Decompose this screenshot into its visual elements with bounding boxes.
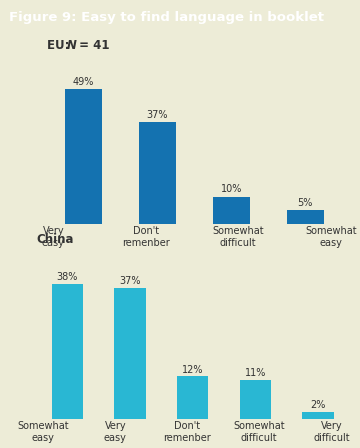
Text: Don't
remenber: Don't remenber xyxy=(122,226,170,248)
Text: 37%: 37% xyxy=(119,276,141,286)
Bar xyxy=(177,376,208,419)
Text: Somewhat
difficult: Somewhat difficult xyxy=(234,421,285,443)
Text: Don't
remenber: Don't remenber xyxy=(163,421,211,443)
Text: EU:: EU: xyxy=(47,39,73,52)
Text: Somewhat
easy: Somewhat easy xyxy=(305,226,357,248)
Bar xyxy=(139,122,176,224)
Text: 49%: 49% xyxy=(73,77,94,87)
Text: Somewhat
easy: Somewhat easy xyxy=(17,421,69,443)
Text: 37%: 37% xyxy=(147,110,168,120)
Bar xyxy=(52,284,83,419)
Text: Somewhat
difficult: Somewhat difficult xyxy=(212,226,264,248)
Text: Very
easy: Very easy xyxy=(104,421,127,443)
Text: 2%: 2% xyxy=(310,400,325,410)
Text: Very
easy: Very easy xyxy=(42,226,65,248)
Text: 11%: 11% xyxy=(244,368,266,378)
Bar xyxy=(240,380,271,419)
Text: N: N xyxy=(67,39,76,52)
Bar xyxy=(302,412,334,419)
Bar xyxy=(287,210,324,224)
Bar xyxy=(213,197,250,224)
Text: 12%: 12% xyxy=(182,365,203,375)
Bar xyxy=(114,288,145,419)
Text: Very
difficult: Very difficult xyxy=(313,421,350,443)
Bar xyxy=(65,90,102,224)
Text: 10%: 10% xyxy=(221,184,242,194)
Text: 38%: 38% xyxy=(57,272,78,282)
Text: 5%: 5% xyxy=(297,198,313,208)
Text: Figure 9: Easy to find language in booklet: Figure 9: Easy to find language in bookl… xyxy=(9,11,324,25)
Text: China: China xyxy=(36,233,73,246)
Text: = 41: = 41 xyxy=(75,39,109,52)
